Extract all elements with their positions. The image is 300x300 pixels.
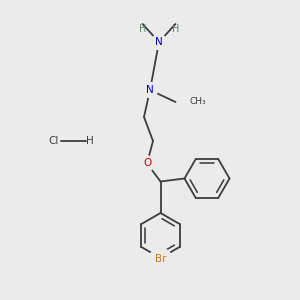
Circle shape <box>140 156 154 171</box>
Circle shape <box>149 248 172 271</box>
Text: O: O <box>143 158 151 169</box>
Text: N: N <box>155 37 163 47</box>
Text: Br: Br <box>155 254 166 265</box>
Text: H: H <box>86 136 94 146</box>
Text: Cl: Cl <box>49 136 59 146</box>
Text: H: H <box>139 23 146 34</box>
Circle shape <box>152 34 166 50</box>
Circle shape <box>142 82 158 98</box>
Text: CH₃: CH₃ <box>189 98 206 106</box>
Text: H: H <box>172 23 179 34</box>
Text: N: N <box>146 85 154 95</box>
